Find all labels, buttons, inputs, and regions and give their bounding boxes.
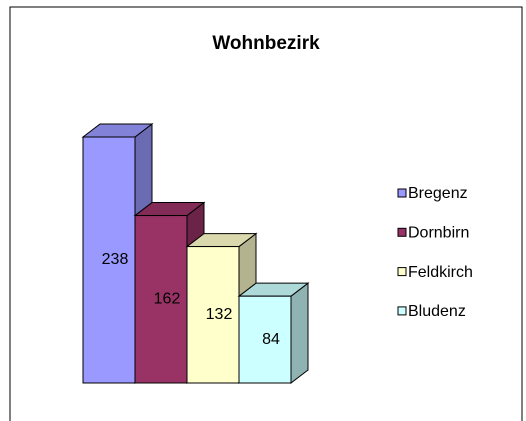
chart-frame <box>9 6 523 421</box>
legend-label: Bludenz <box>408 303 466 320</box>
bar-front <box>238 295 292 384</box>
data-label: 238 <box>102 251 129 268</box>
legend-label: Bregenz <box>408 185 468 202</box>
data-label: 84 <box>262 331 280 348</box>
bar <box>237 282 310 385</box>
legend-swatch <box>397 267 407 277</box>
data-label: 132 <box>206 306 233 323</box>
chart-title: Wohnbezirk <box>212 33 320 54</box>
bar-front <box>186 246 240 384</box>
legend-swatch <box>397 188 407 198</box>
bar-side <box>290 282 309 385</box>
bar-front <box>134 215 188 384</box>
data-label: 162 <box>154 290 181 307</box>
legend-swatch <box>397 306 407 316</box>
legend-label: Dornbirn <box>408 225 469 242</box>
legend-swatch <box>397 227 407 237</box>
bar-front <box>82 136 136 384</box>
legend-label: Feldkirch <box>408 264 473 281</box>
